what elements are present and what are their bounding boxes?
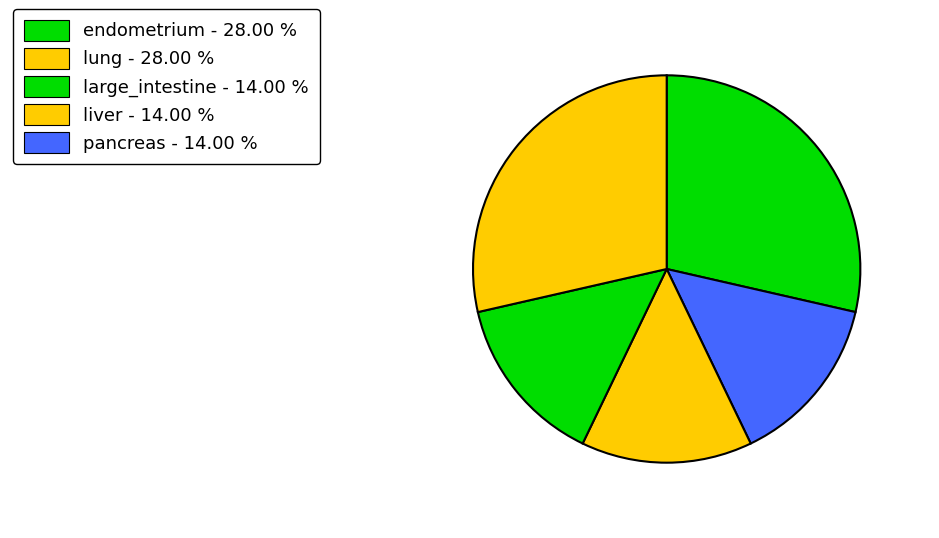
Wedge shape bbox=[473, 75, 667, 312]
Wedge shape bbox=[667, 269, 855, 443]
Wedge shape bbox=[583, 269, 750, 463]
Wedge shape bbox=[667, 75, 860, 312]
Legend: endometrium - 28.00 %, lung - 28.00 %, large_intestine - 14.00 %, liver - 14.00 : endometrium - 28.00 %, lung - 28.00 %, l… bbox=[13, 9, 320, 164]
Wedge shape bbox=[478, 269, 667, 443]
